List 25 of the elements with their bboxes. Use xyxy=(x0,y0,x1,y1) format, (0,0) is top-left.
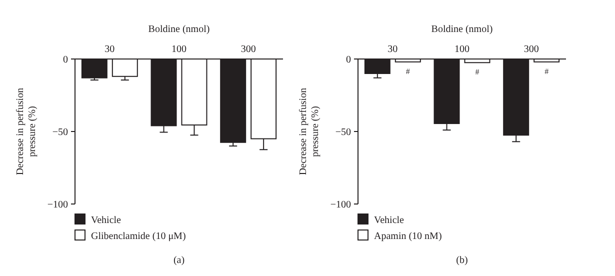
legend-label: Vehicle xyxy=(91,215,122,226)
text: (a) xyxy=(173,255,185,266)
y-tick-label: 0 xyxy=(63,54,68,66)
y-tick-label: 0 xyxy=(346,54,351,66)
y-tick-label: −50 xyxy=(52,127,68,138)
x-axis-title: Boldine (nmol) xyxy=(431,24,493,35)
y-axis-title: Decrease in perfusion pressure (%) xyxy=(15,88,38,176)
x-tick-label: 30 xyxy=(388,44,398,55)
y-axis-title: Decrease in perfusion pressure (%) xyxy=(298,88,321,176)
x-axis-title: Boldine (nmol) xyxy=(148,24,210,35)
annotation: # xyxy=(406,66,410,76)
legend-label: Apamin (10 nM) xyxy=(374,231,442,242)
x-tick-label: 30 xyxy=(104,44,115,55)
text: (b) xyxy=(456,255,468,266)
annotation: # xyxy=(544,66,549,76)
x-tick-label: 300 xyxy=(524,44,539,55)
legend-label: Glibenclamide (10 μM) xyxy=(91,231,186,242)
y-tick-label: −100 xyxy=(330,200,351,210)
x-tick-label: 300 xyxy=(240,44,256,55)
y-tick-label: −50 xyxy=(335,127,351,138)
annotation: # xyxy=(475,68,480,77)
x-tick-label: 100 xyxy=(172,44,186,55)
legend-label: Vehicle xyxy=(374,215,405,226)
y-tick-label: −100 xyxy=(47,200,68,210)
x-tick-label: 100 xyxy=(454,44,470,55)
